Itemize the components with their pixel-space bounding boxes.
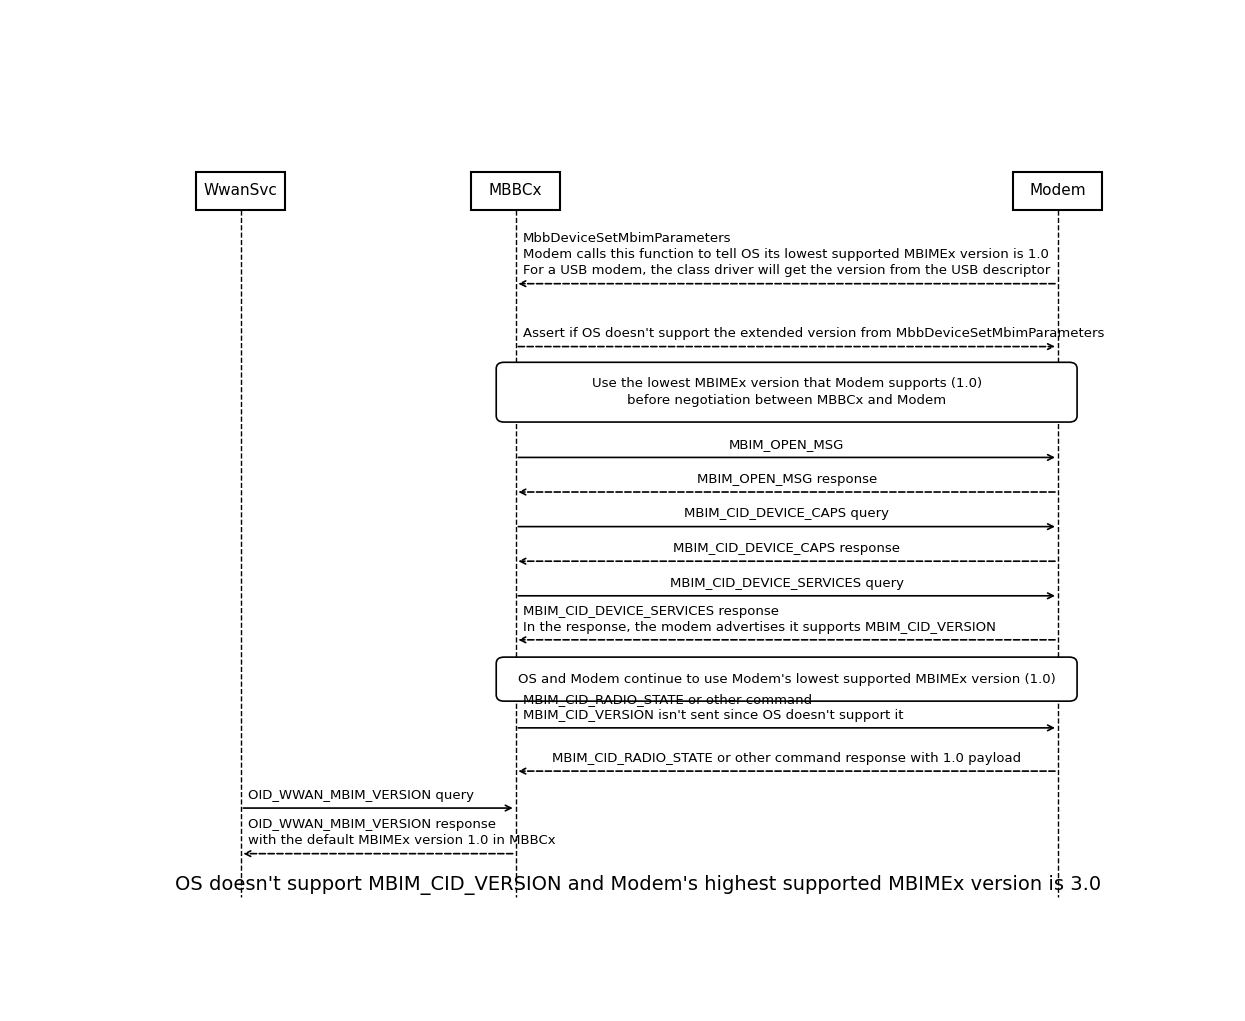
Text: MBIM_CID_RADIO_STATE or other command response with 1.0 payload: MBIM_CID_RADIO_STATE or other command re…	[552, 751, 1021, 765]
Bar	[1013, 173, 1102, 209]
Text: MBBCx: MBBCx	[489, 184, 543, 198]
Text: MBIM_CID_DEVICE_SERVICES query: MBIM_CID_DEVICE_SERVICES query	[670, 577, 904, 589]
Text: MBIM_OPEN_MSG response: MBIM_OPEN_MSG response	[696, 473, 876, 486]
Text: MBIM_OPEN_MSG: MBIM_OPEN_MSG	[730, 438, 844, 451]
Text: MbbDeviceSetMbimParameters
Modem calls this function to tell OS its lowest suppo: MbbDeviceSetMbimParameters Modem calls t…	[523, 233, 1051, 278]
Text: OID_WWAN_MBIM_VERSION query: OID_WWAN_MBIM_VERSION query	[248, 789, 474, 801]
FancyBboxPatch shape	[497, 658, 1077, 701]
Bar	[197, 173, 285, 209]
Text: Use the lowest MBIMEx version that Modem supports (1.0)
before negotiation betwe: Use the lowest MBIMEx version that Modem…	[591, 377, 982, 407]
Text: MBIM_CID_DEVICE_SERVICES response
In the response, the modem advertises it suppo: MBIM_CID_DEVICE_SERVICES response In the…	[523, 604, 996, 634]
Text: Modem: Modem	[1030, 184, 1086, 198]
Text: MBIM_CID_DEVICE_CAPS response: MBIM_CID_DEVICE_CAPS response	[674, 542, 900, 555]
Bar	[471, 173, 560, 209]
Text: MBIM_CID_RADIO_STATE or other command
MBIM_CID_VERSION isn't sent since OS doesn: MBIM_CID_RADIO_STATE or other command MB…	[523, 692, 904, 722]
Text: Assert if OS doesn't support the extended version from MbbDeviceSetMbimParameter: Assert if OS doesn't support the extende…	[523, 328, 1104, 340]
Text: OS doesn't support MBIM_CID_VERSION and Modem's highest supported MBIMEx version: OS doesn't support MBIM_CID_VERSION and …	[176, 875, 1101, 895]
FancyBboxPatch shape	[497, 362, 1077, 422]
Text: MBIM_CID_DEVICE_CAPS query: MBIM_CID_DEVICE_CAPS query	[685, 507, 889, 521]
Text: OID_WWAN_MBIM_VERSION response
with the default MBIMEx version 1.0 in MBBCx: OID_WWAN_MBIM_VERSION response with the …	[248, 819, 555, 847]
Text: OS and Modem continue to use Modem's lowest supported MBIMEx version (1.0): OS and Modem continue to use Modem's low…	[518, 673, 1056, 686]
Text: WwanSvc: WwanSvc	[204, 184, 278, 198]
